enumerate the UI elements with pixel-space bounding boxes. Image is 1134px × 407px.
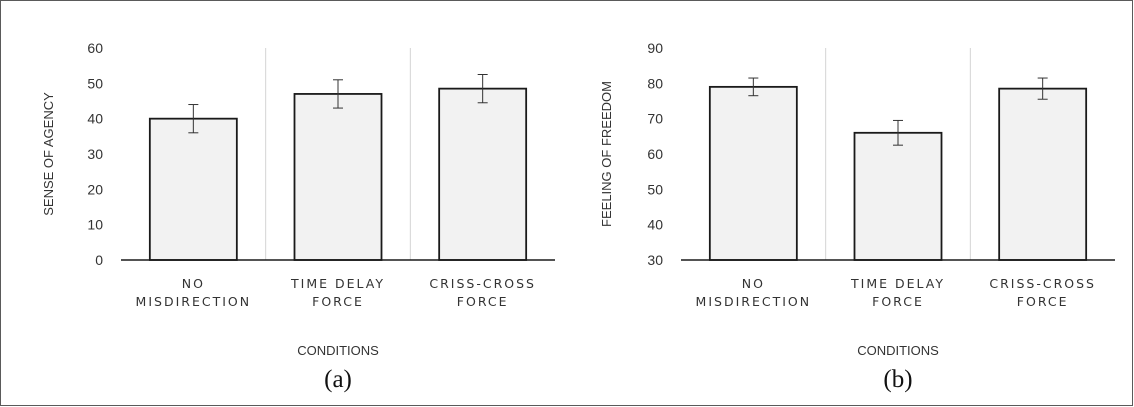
y-tick-label: 80 [647,75,663,91]
y-tick-label: 0 [95,252,103,268]
bar [148,117,238,261]
y-tick-label: 50 [87,75,103,91]
category-label: TIME DELAY [290,276,385,291]
category-label: CRISS-CROSS [429,276,536,291]
x-axis-title: CONDITIONS [297,343,379,358]
category-label: NO [742,276,765,291]
bar [998,87,1088,261]
bar [708,85,798,261]
y-tick-label: 40 [87,111,103,127]
y-tick-label: 60 [87,40,103,56]
y-tick-label: 30 [87,146,103,162]
category-label: FORCE [872,294,924,309]
category-label: TIME DELAY [850,276,945,291]
y-tick-label: 30 [647,252,663,268]
category-label: FORCE [1017,294,1069,309]
y-tick-label: 70 [647,111,663,127]
category-label: CRISS-CROSS [989,276,1096,291]
category-label: FORCE [312,294,364,309]
y-tick-label: 20 [87,181,103,197]
y-tick-label: 50 [647,181,663,197]
bar [438,87,528,261]
category-label: FORCE [457,294,509,309]
category-label: MISDIRECTION [696,294,812,309]
y-axis-title: FEELING OF FREEDOM [599,81,614,227]
y-tick-label: 60 [647,146,663,162]
bar [293,93,383,261]
chart-panel-a: 0 10 20 30 40 50 60 NO MISDIRECTION TIME DELAY FOR… [41,40,555,393]
category-label: NO [182,276,205,291]
y-tick-label: 10 [87,217,103,233]
y-tick-label: 90 [647,40,663,56]
category-label: MISDIRECTION [136,294,252,309]
chart-panel-b: 30 40 50 60 70 80 90 NO MISDIRECTION TIME DELAY FO… [599,40,1115,393]
y-axis-title: SENSE OF AGENCY [41,92,56,216]
y-tick-label: 40 [647,217,663,233]
panel-label: (b) [883,366,912,393]
panel-label: (a) [324,366,352,393]
bar [853,131,943,261]
x-axis-title: CONDITIONS [857,343,939,358]
